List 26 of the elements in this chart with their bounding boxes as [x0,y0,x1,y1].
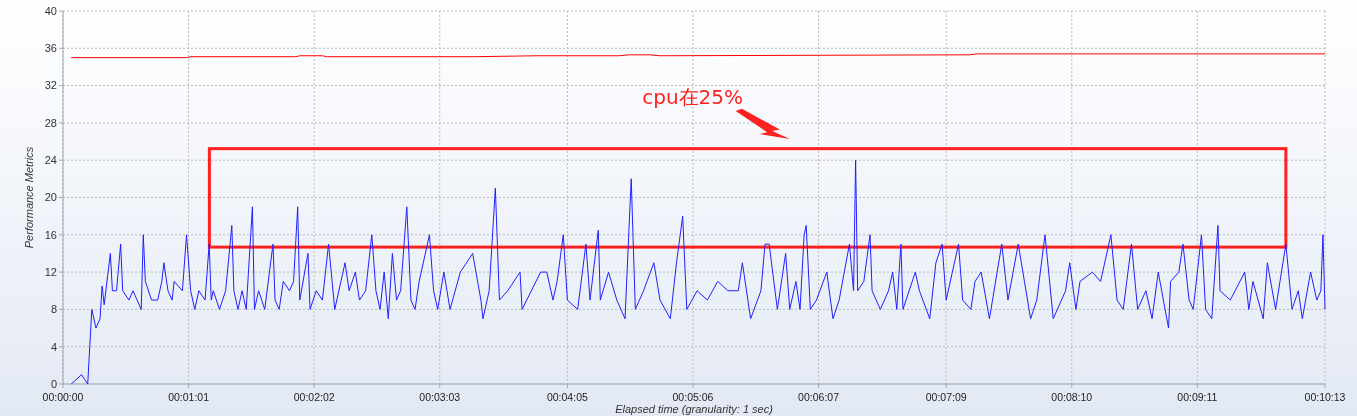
y-tick-label: 16 [44,228,57,241]
x-tick-label: 00:10:13 [1304,391,1346,403]
x-tick-label: 00:09:11 [1177,391,1218,403]
y-tick-label: 4 [50,340,57,353]
y-tick-label: 40 [44,4,57,17]
annotation: cpu在25% [642,84,744,109]
x-tick-label: 00:05:06 [672,391,714,403]
x-tick-label: 00:00:00 [42,391,84,403]
line-series [70,159,1326,385]
y-tick-label: 8 [50,303,57,316]
y-tick-label: 20 [44,191,57,204]
y-tick-label: 32 [44,79,57,92]
x-tick-label: 00:02:02 [293,391,335,403]
y-tick-label: 24 [44,154,57,167]
y-tick-label: 28 [44,116,57,129]
y-tick-label: 36 [44,42,57,55]
x-axis-title: Elapsed time (granularity: 1 sec) [615,403,774,415]
y-tick-label: 0 [50,377,57,390]
x-tick-label: 00:06:07 [798,391,840,403]
x-tick-label: 00:08:10 [1051,391,1093,403]
x-tick-label: 00:03:03 [419,391,461,403]
x-tick-label: 00:04:05 [546,391,588,403]
y-tick-label: 12 [44,265,57,278]
x-tick-label: 00:07:09 [925,391,967,403]
y-axis-title: Performance Metrics [23,146,35,249]
x-tick-label: 00:01:01 [168,391,210,403]
